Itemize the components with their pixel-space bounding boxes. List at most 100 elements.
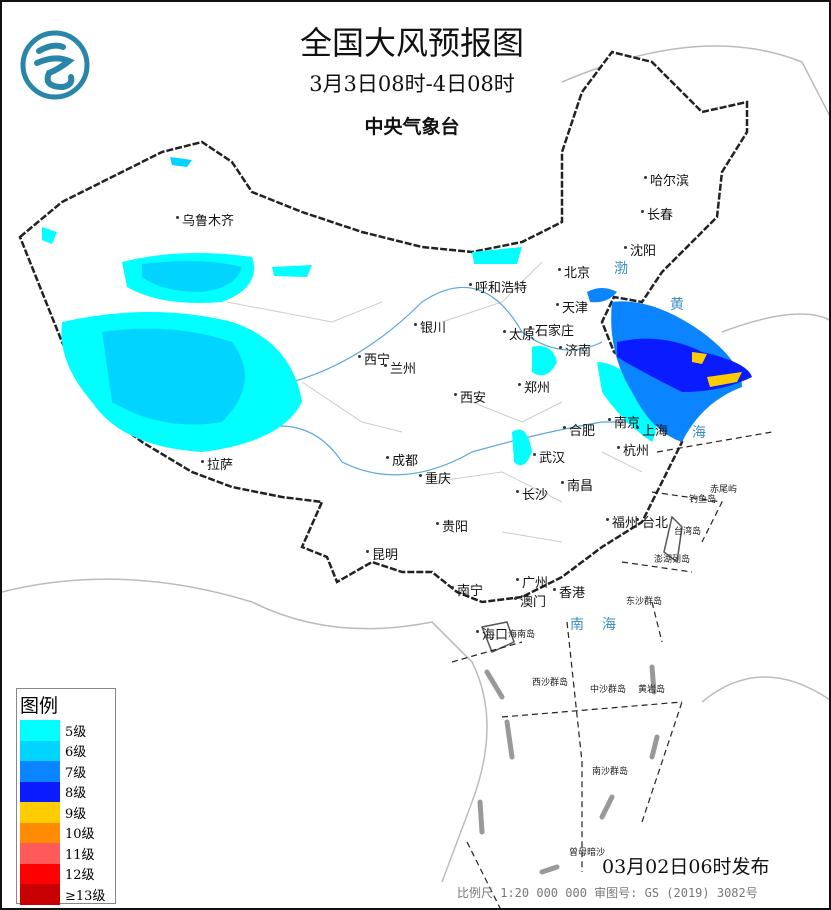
china-outline bbox=[18, 50, 749, 604]
legend-label: 10级 bbox=[65, 827, 95, 843]
island-label: 中沙群岛 bbox=[590, 685, 627, 695]
city-label: 南昌 bbox=[560, 475, 593, 494]
city-label: 石家庄 bbox=[528, 320, 574, 339]
city-label: 上海 bbox=[635, 420, 668, 439]
legend-label: 8级 bbox=[65, 786, 87, 802]
hainan-outline bbox=[480, 621, 515, 654]
sea-label: 海 bbox=[602, 617, 616, 633]
wind-area-level6 bbox=[142, 261, 242, 292]
legend-item: 7级 bbox=[17, 761, 115, 782]
legend-label: 6级 bbox=[65, 745, 87, 761]
river-yangtze bbox=[221, 421, 642, 476]
legend-swatch bbox=[20, 822, 60, 843]
legend-item: ≥13级 bbox=[17, 884, 115, 905]
legend-swatch bbox=[20, 781, 60, 802]
island-label: 钓鱼岛 bbox=[689, 495, 717, 505]
city-label: 银川 bbox=[413, 317, 446, 336]
legend-swatch bbox=[20, 802, 60, 823]
island-label: 赤尾屿 bbox=[710, 485, 738, 495]
taiwan-outline bbox=[663, 515, 683, 564]
city-label: 西宁 bbox=[357, 349, 390, 368]
legend-item: 10级 bbox=[17, 822, 115, 843]
city-label: 香港 bbox=[552, 582, 585, 601]
city-label: 南京 bbox=[607, 412, 640, 431]
river-yellow bbox=[291, 286, 603, 383]
city-label: 贵阳 bbox=[435, 516, 468, 535]
legend-swatch bbox=[20, 720, 60, 741]
wind-area-level6 bbox=[170, 157, 192, 167]
legend-item: 12级 bbox=[17, 863, 115, 884]
city-label: 海口 bbox=[475, 624, 508, 643]
wind-area-level5 bbox=[597, 362, 656, 442]
legend-swatch bbox=[20, 863, 60, 884]
sea-boundary-lines bbox=[451, 431, 773, 908]
wind-area-level5 bbox=[42, 227, 522, 277]
island-label: 南沙群岛 bbox=[592, 767, 629, 777]
legend-swatch bbox=[20, 884, 60, 905]
city-label: 郑州 bbox=[517, 377, 550, 396]
legend-title: 图例 bbox=[20, 695, 59, 717]
city-label: 重庆 bbox=[418, 468, 451, 487]
wind-area-level7 bbox=[587, 288, 617, 303]
city-label: 兰州 bbox=[383, 358, 416, 377]
neighbor-land-outline bbox=[2, 45, 829, 883]
sea-label: 黄 bbox=[670, 297, 684, 313]
legend-label: ≥13级 bbox=[65, 888, 106, 904]
legend-label: 11级 bbox=[65, 847, 95, 863]
city-label: 广州 bbox=[515, 572, 548, 591]
legend-item: 8级 bbox=[17, 781, 115, 802]
issuing-agency: 中央气象台 bbox=[364, 116, 460, 138]
sea-label: 渤 bbox=[614, 261, 628, 277]
city-label: 拉萨 bbox=[200, 454, 233, 473]
city-label: 武汉 bbox=[532, 447, 565, 466]
city-label: 呼和浩特 bbox=[468, 277, 527, 296]
wind-area-level5 bbox=[532, 346, 557, 376]
city-label: 长春 bbox=[640, 204, 673, 223]
legend-label: 7级 bbox=[65, 765, 87, 781]
legend-label: 12级 bbox=[65, 868, 95, 884]
island-label: 东沙群岛 bbox=[626, 597, 663, 607]
island-label: 澎湖列岛 bbox=[654, 555, 691, 565]
map-title: 全国大风预报图 bbox=[299, 24, 524, 62]
legend-swatch bbox=[20, 843, 60, 864]
city-label: 哈尔滨 bbox=[643, 170, 689, 189]
city-label: 福州 bbox=[605, 512, 638, 531]
province-borders bbox=[226, 261, 643, 543]
city-label: 长沙 bbox=[515, 484, 548, 503]
sea-label: 海 bbox=[692, 425, 706, 441]
legend-swatch bbox=[20, 740, 60, 761]
city-label: 天津 bbox=[555, 297, 588, 316]
wind-area-level6 bbox=[102, 328, 245, 425]
island-label: 西沙群岛 bbox=[532, 678, 569, 688]
wind-area-level9 bbox=[692, 352, 742, 387]
city-label: 济南 bbox=[558, 340, 591, 359]
city-label: 南宁 bbox=[450, 580, 483, 599]
legend-swatch bbox=[20, 761, 60, 782]
city-label: 杭州 bbox=[616, 440, 649, 459]
city-label: 台北 bbox=[635, 512, 668, 531]
city-label: 合肥 bbox=[562, 420, 595, 439]
island-label: 台湾岛 bbox=[674, 527, 702, 537]
city-label: 昆明 bbox=[365, 544, 398, 563]
wind-areas bbox=[42, 157, 752, 466]
legend-item: 9级 bbox=[17, 802, 115, 823]
city-label: 成都 bbox=[385, 450, 418, 469]
legend-item: 5级 bbox=[17, 720, 115, 741]
island-label: 黄岩岛 bbox=[638, 685, 666, 695]
city-label: 西安 bbox=[453, 387, 486, 406]
island-label: 曾母暗沙 bbox=[569, 848, 606, 858]
legend-label: 9级 bbox=[65, 806, 87, 822]
sea-label: 南 bbox=[570, 617, 584, 633]
island-label: 海南岛 bbox=[508, 630, 536, 640]
city-label: 乌鲁木齐 bbox=[175, 210, 234, 229]
legend: 图例 5级 6级 7级 8级 9级 10级 11级 12级 ≥13级 bbox=[16, 688, 116, 905]
city-label: 沈阳 bbox=[623, 240, 656, 259]
legend-item: 6级 bbox=[17, 740, 115, 761]
nine-dash-segments bbox=[477, 664, 660, 875]
scale-and-approval: 比例尺 1:20 000 000 审图号: GS (2019) 3082号 bbox=[457, 886, 758, 900]
city-label: 太原 bbox=[502, 324, 535, 343]
wind-area-level5 bbox=[512, 429, 532, 466]
legend-label: 5级 bbox=[65, 724, 87, 740]
